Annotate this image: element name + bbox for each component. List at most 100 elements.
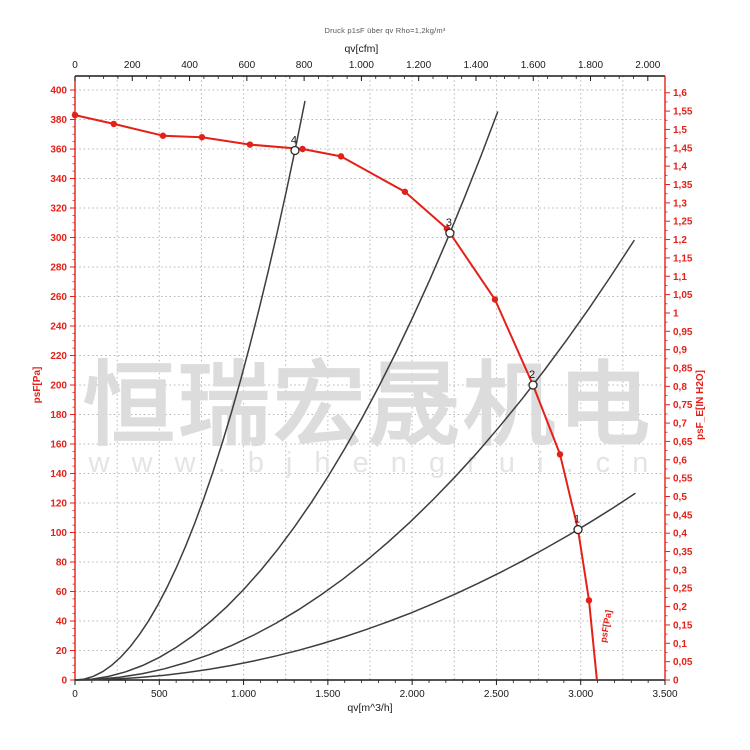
fan-curve-marker: [491, 296, 499, 303]
top-tick-label: 200: [124, 60, 141, 71]
right-tick-label: 1,5: [673, 125, 687, 136]
top-axis-title: qv[cfm]: [344, 43, 378, 55]
top-tick-label: 600: [238, 60, 255, 71]
left-tick-label: 160: [50, 440, 67, 451]
bottom-tick-label: 3.500: [652, 689, 677, 700]
system-curve-1: [74, 492, 636, 681]
right-tick-label: 0,05: [673, 657, 693, 668]
bottom-tick-label: 2.500: [484, 689, 509, 700]
left-tick-label: 360: [50, 145, 67, 156]
top-tick-label: 1.400: [463, 60, 488, 71]
right-tick-label: 0,55: [673, 474, 693, 485]
left-tick-label: 240: [50, 322, 67, 333]
right-tick-label: 1,6: [673, 88, 687, 99]
system-curves: [74, 100, 636, 681]
right-tick-label: 1,25: [673, 217, 693, 228]
fan-curve-marker: [337, 153, 345, 160]
system-curve-4: [74, 100, 306, 681]
left-tick-label: 320: [50, 204, 67, 215]
bottom-tick-label: 1.000: [231, 689, 256, 700]
right-tick-label: 1,55: [673, 107, 693, 118]
right-tick-label: 0: [673, 676, 679, 687]
top-tick-label: 2.000: [635, 60, 660, 71]
right-tick-label: 1,3: [673, 198, 687, 209]
left-tick-label: 200: [50, 381, 67, 392]
left-tick-label: 340: [50, 174, 67, 185]
operating-point-3: [445, 228, 455, 238]
watermark-company-name: 恒瑞宏晟机电: [83, 355, 653, 457]
right-tick-label: 0,35: [673, 547, 693, 558]
right-tick-label: 0,4: [673, 529, 687, 540]
fan-curve-marker: [246, 141, 254, 148]
left-tick-label: 0: [61, 676, 67, 687]
right-tick-label: 0,7: [673, 419, 687, 430]
right-tick-label: 1,4: [673, 162, 687, 173]
left-tick-label: 400: [50, 86, 67, 97]
operating-point-label-1: 1: [574, 514, 580, 526]
top-tick-label: 1.600: [521, 60, 546, 71]
chart-header-note: Druck p1sF über qv Rho=1,2kg/m³: [324, 26, 446, 35]
left-tick-label: 120: [50, 499, 67, 510]
operating-point-4: [290, 145, 300, 156]
left-tick-label: 20: [56, 646, 68, 657]
fan-curve-marker: [299, 145, 306, 153]
left-axis-title: psF[Pa]: [32, 367, 43, 404]
bottom-tick-label: 500: [151, 689, 168, 700]
top-tick-label: 1.800: [578, 60, 603, 71]
left-tick-label: 40: [56, 617, 68, 628]
operating-point-1: [573, 524, 583, 535]
top-tick-label: 800: [296, 60, 313, 71]
left-tick-label: 60: [56, 587, 68, 598]
fan-curve-marker: [159, 132, 167, 139]
right-tick-label: 0,9: [673, 345, 687, 356]
left-tick-label: 100: [50, 528, 67, 539]
fan-curve-marker: [585, 597, 593, 604]
right-tick-label: 1,15: [673, 253, 693, 264]
system-curve-2: [74, 239, 635, 681]
left-tick-label: 180: [50, 410, 67, 421]
top-tick-label: 1.000: [349, 60, 374, 71]
fan-curve-marker: [71, 111, 79, 119]
right-axis: 0 0,05 0,1 0,15 0,2 0,25 0,3 0,35 0,4 0,45 0,5 0,55…: [665, 88, 706, 687]
left-tick-label: 220: [50, 351, 67, 362]
right-tick-label: 0,95: [673, 327, 693, 338]
right-tick-label: 0,5: [673, 492, 687, 503]
top-axis: 0 200 400 600 800 1.000 1.200 1.400 1.600 1.800 2.…: [72, 43, 661, 81]
right-tick-label: 0,15: [673, 620, 693, 631]
bottom-tick-label: 2.000: [400, 689, 425, 700]
left-tick-label: 300: [50, 233, 67, 244]
right-tick-label: 0,45: [673, 510, 693, 521]
fan-curve-marker: [110, 120, 117, 128]
right-tick-label: 1: [673, 308, 679, 319]
operating-point-label-3: 3: [446, 217, 452, 229]
operating-point-2: [528, 380, 538, 390]
bottom-tick-label: 1.500: [315, 689, 340, 700]
right-tick-label: 0,8: [673, 382, 687, 393]
left-tick-label: 260: [50, 292, 67, 303]
right-tick-label: 1,1: [673, 272, 687, 283]
gridlines: [75, 76, 665, 680]
right-tick-label: 1,2: [673, 235, 687, 246]
right-tick-label: 0,65: [673, 437, 693, 448]
watermark-website: w w w . b j h e n g r u i . c n: [88, 447, 656, 479]
right-tick-label: 0,1: [673, 639, 687, 650]
bottom-tick-label: 3.000: [568, 689, 593, 700]
right-tick-label: 1,35: [673, 180, 693, 191]
left-tick-label: 140: [50, 469, 67, 480]
bottom-tick-label: 0: [72, 689, 78, 700]
top-tick-label: 1.200: [406, 60, 431, 71]
operating-point-label-2: 2: [529, 369, 535, 381]
right-tick-label: 1,05: [673, 290, 693, 301]
left-axis: 0 20 40 60 80 100 120 140 160 180 200 220 240 260 280 3…: [32, 86, 75, 687]
right-tick-label: 0,6: [673, 455, 687, 466]
operating-points: 1 2 3 4: [290, 134, 583, 535]
right-tick-label: 0,75: [673, 400, 693, 411]
system-curve-3: [74, 111, 499, 681]
fan-curve-marker: [198, 134, 206, 141]
left-tick-label: 80: [56, 558, 68, 569]
left-tick-label: 380: [50, 115, 67, 126]
fan-curve-inline-label: psF[Pa]: [598, 609, 614, 643]
right-tick-label: 1,45: [673, 143, 693, 154]
